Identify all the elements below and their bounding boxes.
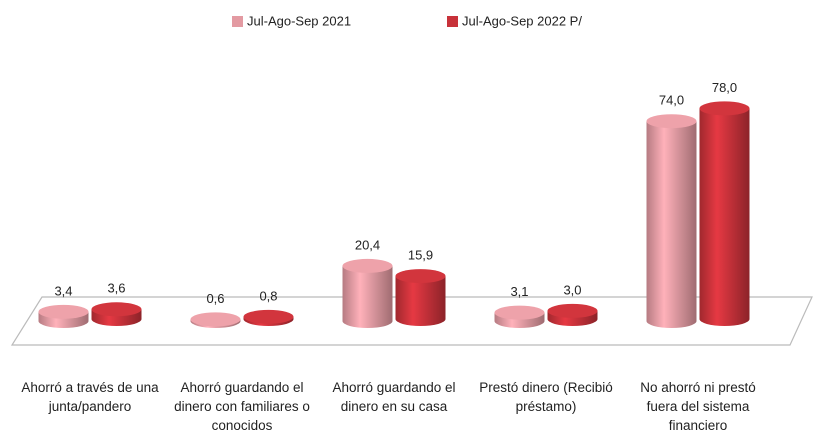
data-label: 3,6 [107, 281, 125, 296]
x-tick-label: Ahorró guardando el dinero en su casa [332, 380, 456, 414]
bar-top [395, 269, 446, 284]
legend-label: Jul-Ago-Sep 2021 [247, 13, 351, 28]
x-tick-label: Prestó dinero (Recibió préstamo) [479, 380, 613, 414]
data-label: 0,6 [206, 291, 224, 306]
bar-top [342, 258, 393, 273]
data-label: 20,4 [355, 237, 380, 252]
data-label: 3,0 [563, 282, 581, 297]
bar-top [646, 114, 697, 129]
data-label: 3,1 [510, 284, 528, 299]
bar-top [699, 101, 750, 116]
bar-top [38, 304, 89, 319]
bar-top [190, 312, 241, 327]
x-tick-label: Ahorró guardando el dinero con familiare… [174, 380, 310, 433]
bar [699, 108, 750, 327]
bar [395, 276, 446, 326]
data-label: 15,9 [408, 248, 433, 263]
data-label: 74,0 [659, 93, 684, 108]
x-tick-label: No ahorró ni prestó fuera del sistema fi… [640, 380, 756, 433]
legend-swatch [232, 16, 243, 27]
bar-top [243, 309, 294, 324]
bar-top [547, 303, 598, 318]
bar [646, 121, 697, 328]
data-label: 78,0 [712, 80, 737, 95]
data-label: 3,4 [54, 283, 72, 298]
bar [342, 265, 393, 328]
data-label: 0,8 [259, 288, 277, 303]
x-tick-label: Ahorró a través de una junta/pandero [21, 380, 159, 414]
legend-label: Jul-Ago-Sep 2022 P/ [462, 13, 582, 28]
legend-swatch [447, 16, 458, 27]
bar-top [91, 302, 142, 317]
bar-top [494, 305, 545, 320]
